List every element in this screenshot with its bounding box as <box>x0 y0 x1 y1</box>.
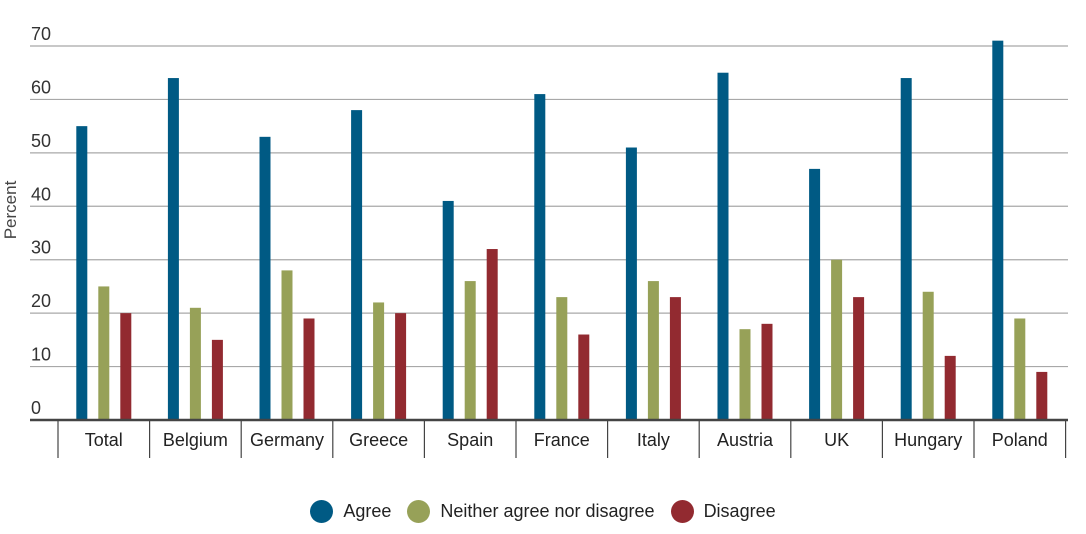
legend-item-neither: Neither agree nor disagree <box>407 500 655 523</box>
x-tick-label-belgium: Belgium <box>163 430 228 450</box>
x-tick-label-greece: Greece <box>349 430 408 450</box>
bar-austria-disagree <box>761 323 773 420</box>
bar-uk-agree <box>809 168 821 420</box>
bar-hungary-neither <box>922 291 934 420</box>
bar-uk-disagree <box>853 297 865 420</box>
bar-austria-neither <box>739 329 751 420</box>
y-tick-label-60: 60 <box>31 77 51 97</box>
legend-swatch-neither <box>407 500 431 523</box>
bar-total-agree <box>76 126 88 421</box>
x-tick-label-italy: Italy <box>637 430 670 450</box>
bar-france-neither <box>556 297 568 420</box>
bar-austria-agree <box>717 72 729 420</box>
y-tick-label-40: 40 <box>31 184 51 204</box>
bar-germany-disagree <box>303 318 315 420</box>
bar-italy-neither <box>647 281 659 420</box>
bar-italy-agree <box>625 147 637 420</box>
gridlines <box>30 45 1068 368</box>
legend-swatch-disagree <box>670 500 694 523</box>
bar-greece-agree <box>351 110 363 420</box>
legend-label-neither: Neither agree nor disagree <box>440 501 655 521</box>
y-tick-label-10: 10 <box>31 345 51 365</box>
bar-france-disagree <box>578 334 590 420</box>
legend-label-disagree: Disagree <box>703 501 776 521</box>
y-tick-label-70: 70 <box>31 24 51 44</box>
x-tick-label-austria: Austria <box>717 430 774 450</box>
bars <box>76 40 1048 421</box>
bar-belgium-neither <box>189 307 201 420</box>
bar-spain-disagree <box>486 249 498 420</box>
x-tick-label-germany: Germany <box>250 430 324 450</box>
x-axis: Total Belgium Germany Greece Spain France Ital… <box>30 418 1068 458</box>
legend-item-disagree: Disagree <box>670 500 776 523</box>
bar-germany-neither <box>281 270 293 420</box>
bar-greece-disagree <box>395 313 407 420</box>
y-axis-ticks: 0 10 20 30 40 50 60 70 <box>31 24 51 418</box>
bar-belgium-disagree <box>211 339 223 420</box>
legend: Agree Neither agree nor disagree Disagre… <box>0 500 1086 523</box>
bar-poland-agree <box>992 40 1004 421</box>
legend-item-agree: Agree <box>310 500 391 523</box>
bar-belgium-agree <box>167 78 179 421</box>
x-tick-label-total: Total <box>85 430 123 450</box>
bar-italy-disagree <box>669 297 681 420</box>
bar-spain-neither <box>464 281 476 420</box>
bar-spain-agree <box>442 200 454 420</box>
bar-uk-neither <box>831 259 843 420</box>
bar-hungary-agree <box>900 78 912 421</box>
bar-hungary-disagree <box>944 355 956 420</box>
x-tick-label-france: France <box>534 430 590 450</box>
bar-germany-agree <box>259 136 271 421</box>
x-tick-label-hungary: Hungary <box>894 430 962 450</box>
bar-poland-disagree <box>1036 371 1048 420</box>
bar-greece-neither <box>373 302 385 420</box>
y-tick-label-50: 50 <box>31 131 51 151</box>
bar-poland-neither <box>1014 318 1026 420</box>
y-tick-label-0: 0 <box>31 398 41 418</box>
bar-total-neither <box>98 286 110 420</box>
y-tick-label-30: 30 <box>31 238 51 258</box>
y-axis-label: Percent <box>1 180 20 239</box>
legend-swatch-agree <box>310 500 334 523</box>
x-tick-label-poland: Poland <box>992 430 1048 450</box>
x-tick-label-spain: Spain <box>447 430 493 450</box>
y-tick-label-20: 20 <box>31 291 51 311</box>
legend-label-agree: Agree <box>343 501 392 521</box>
x-tick-label-uk: UK <box>824 430 849 450</box>
bar-france-agree <box>534 94 546 420</box>
bar-total-disagree <box>120 313 132 420</box>
